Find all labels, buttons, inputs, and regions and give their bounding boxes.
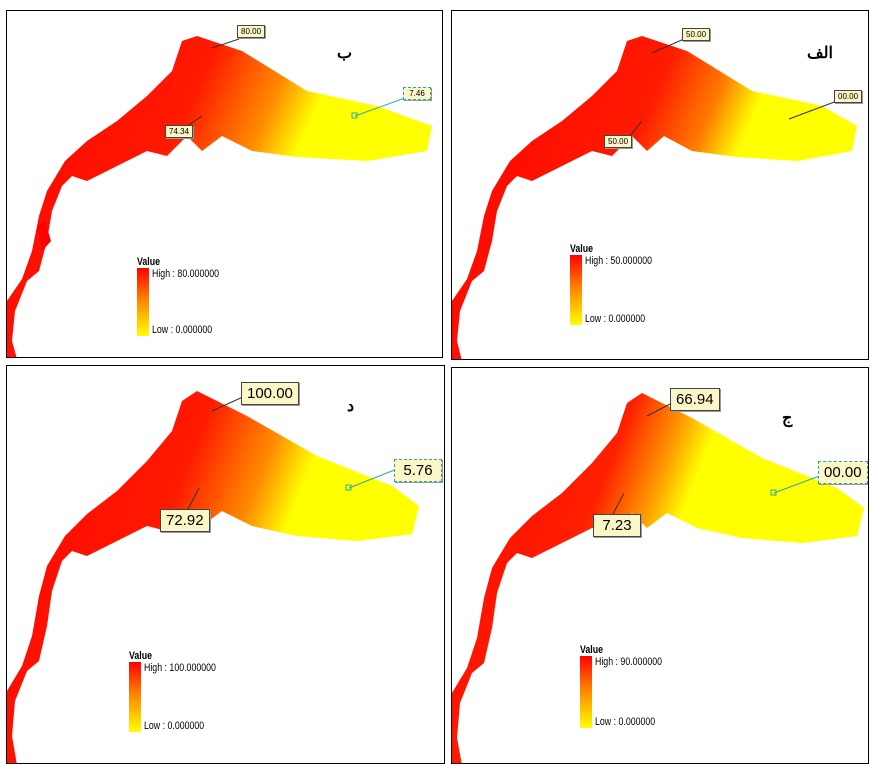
map-b (7, 36, 432, 357)
panel-label: ج (782, 408, 793, 427)
legend-low: Low : 0.000000 (144, 720, 205, 732)
panel-label: د (347, 396, 355, 415)
value-callout[interactable]: 72.92 (160, 509, 210, 532)
legend-color-ramp (580, 656, 592, 728)
legend-color-ramp (137, 268, 149, 336)
legend-low: Low : 0.000000 (585, 313, 646, 325)
value-callout[interactable]: 50.00 (682, 28, 711, 41)
legend: Value High : 100.000000 Low : 0.000000 (129, 650, 234, 732)
legend: Value High : 50.000000 Low : 0.000000 (570, 243, 669, 325)
map-panel-d: د 100.00 72.92 5.76 Value High : 100.000… (6, 365, 445, 764)
legend-high: High : 80.000000 (152, 268, 220, 280)
value-callout[interactable]: 74.34 (165, 125, 194, 138)
value-callout[interactable]: 50.00 (604, 135, 633, 148)
map-d (7, 391, 419, 763)
legend-color-ramp (570, 255, 582, 325)
value-callout[interactable]: 80.00 (237, 25, 266, 38)
legend: Value High : 90.000000 Low : 0.000000 (580, 644, 679, 728)
map-alef (452, 36, 857, 359)
legend-title: Value (129, 650, 152, 662)
panel-label: ب (337, 43, 353, 62)
legend: Value High : 80.000000 Low : 0.000000 (137, 256, 236, 336)
callout-leaders (611, 401, 823, 517)
legend-high: High : 90.000000 (595, 656, 663, 668)
value-callout[interactable]: 100.00 (241, 382, 299, 405)
callout-leaders (629, 38, 838, 137)
legend-high: High : 100.000000 (144, 662, 216, 674)
value-callout[interactable]: 00.00 (834, 90, 863, 103)
legend-color-ramp (129, 662, 141, 732)
map-j (452, 393, 864, 763)
legend-high: High : 50.000000 (585, 255, 653, 267)
legend-low: Low : 0.000000 (595, 716, 656, 728)
value-callout[interactable]: 7.46 (403, 87, 431, 100)
map-panel-b: ب 80.00 74.34 7.46 Value High : 80.00000… (6, 10, 443, 358)
value-callout[interactable]: 7.23 (593, 514, 641, 537)
legend-title: Value (137, 256, 160, 268)
map-panel-j: ج 66.94 7.23 00.00 Value High : 90.00000… (451, 367, 869, 764)
panel-label: الف (807, 43, 833, 62)
value-callout[interactable]: 5.76 (394, 459, 442, 482)
map-panel-alef: الف 50.00 50.00 00.00 Value High : 50.00… (451, 10, 869, 360)
legend-title: Value (570, 243, 593, 255)
legend-low: Low : 0.000000 (152, 324, 213, 336)
value-callout[interactable]: 66.94 (670, 388, 720, 411)
value-callout[interactable]: 00.00 (818, 461, 868, 484)
legend-title: Value (580, 644, 603, 656)
callout-leaders (186, 395, 398, 512)
